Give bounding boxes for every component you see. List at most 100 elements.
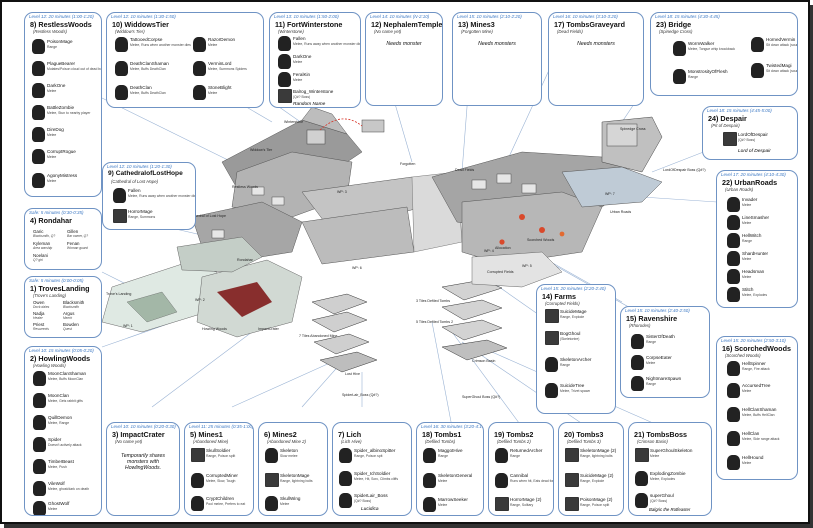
monster-icon <box>33 501 46 515</box>
monster-desc: Melee, Slow, Tough <box>206 479 236 483</box>
monster-icon <box>32 61 45 76</box>
waypoint-4: WP: 4 <box>484 249 494 253</box>
monster-icon <box>545 309 559 323</box>
monster-name: SkullSoldier <box>206 448 231 453</box>
npc-name: Kyleman <box>33 241 51 246</box>
npc-note: Woman guard <box>67 246 88 250</box>
monster-name: DeathClanShaman <box>130 61 169 66</box>
monster-desc: Range <box>47 45 57 49</box>
monster-name: VerminLord <box>208 61 232 66</box>
zone-title: 7) Lich <box>338 430 362 439</box>
monster-icon <box>339 448 352 463</box>
monster-desc: Range, Explode <box>580 479 605 483</box>
zone-title: 16) ScorchedWoods <box>722 344 791 353</box>
zone-note: Needs monster <box>386 41 422 47</box>
map-label-lordofdespair-boss: LordOfDespair Boss (Q#?) <box>663 168 706 172</box>
monster-icon <box>631 355 644 370</box>
monster-name: CryptChildren <box>206 496 235 501</box>
monster-desc: Melee <box>293 78 303 82</box>
monster-desc: Range <box>742 239 752 243</box>
monster-icon <box>115 37 128 52</box>
npc-note: Blacksmith <box>63 305 79 309</box>
monster-name: PoisonMage (2) <box>580 497 613 502</box>
monster-name: Fallen <box>293 36 306 41</box>
monster-desc: (Q#? Boss) <box>354 499 372 503</box>
monster-icon <box>278 36 291 51</box>
waypoint-3: WP: 3 <box>337 190 347 194</box>
npc-name: Fenan <box>67 241 80 246</box>
zone-title: 8) RestlessWoods <box>30 20 92 29</box>
monster-icon <box>191 473 204 488</box>
zone-title: 17) TombsGraveyard <box>554 20 625 29</box>
map-label-scorched-woods: Scorched Woods <box>527 238 555 242</box>
monster-name: TwistedMagi <box>766 63 792 68</box>
map-label-cathedral: Cathedral of Lost Hope <box>189 214 226 218</box>
monster-desc: Melee, Runs away when another monster di… <box>293 42 361 46</box>
isometric-map <box>101 41 743 428</box>
monster-name: SuicideTree <box>560 383 585 388</box>
zone-title: 9) CathedralofLostHope <box>108 170 183 177</box>
waypoint-5: WP: 5 <box>522 264 532 268</box>
zone-level: Level 15: 20 minutes (2:20-2:40) <box>541 286 606 291</box>
monster-desc: Range <box>646 382 656 386</box>
zone-card-mines3: Level 15: 10 minutes (2:10-2:20) 13) Min… <box>452 12 542 106</box>
zone-card-tombs3: 20) Tombs3 (Defiled Tombs 3) SkeletonMag… <box>558 422 624 516</box>
monster-icon <box>565 473 579 487</box>
npc-note: Area warship <box>33 246 53 250</box>
monster-desc: (Q#? Boss) <box>650 499 668 503</box>
monster-icon <box>115 85 128 100</box>
monster-icon <box>545 357 558 372</box>
monster-name: CorruptedMiner <box>206 473 238 478</box>
npc-note: Resurrects <box>33 327 49 331</box>
zone-level: Level 18: 15 minutes (4:30-4:45) <box>655 14 720 19</box>
monster-icon <box>751 37 764 52</box>
monster-name: ShardHunter <box>742 251 769 256</box>
zone-card-mines1: Level 11: 25 minutes (0:35-1:00) 5) Mine… <box>184 422 254 516</box>
monster-icon <box>265 448 278 463</box>
monster-name: MonstrosityOfFlesh <box>688 69 728 74</box>
monster-name: SuperGhoulSkeleton <box>650 448 693 453</box>
monster-name: TimberBeast <box>48 459 74 464</box>
zone-subtitle: (Abandoned Mine 2) <box>267 439 306 444</box>
monster-desc: Range <box>560 363 570 367</box>
zone-level: Level 10: 15 minutes (0:05-0:20) <box>29 348 94 353</box>
monster-icon <box>193 61 206 76</box>
monster-icon <box>115 61 128 76</box>
zone-note: Needs monsters <box>478 41 516 47</box>
monster-name: HornedVermin <box>766 37 796 42</box>
zone-title: 2) HowlingWoods <box>30 354 91 363</box>
monster-desc: Runs when hit, Eats dead for health <box>510 479 554 483</box>
zone-card-howling-woods: Level 10: 15 minutes (0:05-0:20) 2) Howl… <box>24 346 102 516</box>
zone-level: Level 18: 15 minutes (4:45-5:00) <box>707 108 772 113</box>
monster-desc: Melee, Buffs DeathClan <box>130 67 166 71</box>
zone-title: 23) Bridge <box>656 20 692 29</box>
map-label-urban-roads: Urban Roads <box>610 210 632 214</box>
monster-name: Spider_IchSoldier <box>354 471 391 476</box>
monster-icon <box>265 496 278 511</box>
map-label-corrupted-fields: Corrupted Fields <box>487 270 514 274</box>
monster-name: SuicideMage (2) <box>580 473 614 478</box>
monster-name: QuillDemon <box>48 415 72 420</box>
monster-name: StoneBlight <box>208 85 232 90</box>
monster-icon <box>423 497 436 512</box>
monster-desc: Melee <box>208 91 218 95</box>
monster-icon <box>32 39 45 54</box>
npc-name: Priest <box>33 322 45 327</box>
monster-name: Stitch <box>742 287 754 292</box>
waypoint-6: WP: 6 <box>352 266 362 270</box>
zone-card-tombs-graveyard: Level 16: 10 minutes (3:10-3:20) 17) Tom… <box>548 12 644 106</box>
zone-subtitle: (Pit of Despair) <box>711 123 740 128</box>
monster-name: MoonClanShaman <box>48 371 87 376</box>
monster-desc: Melee <box>293 60 303 64</box>
boss-name: Balgric the Rotfeaster <box>649 507 691 512</box>
monster-icon <box>727 383 740 398</box>
monster-desc: Melee <box>438 479 448 483</box>
boss-name: Lucidica <box>361 507 379 512</box>
monster-desc: Range, Solitary <box>510 503 534 507</box>
zone-subtitle: (Howling Woods) <box>33 363 66 368</box>
zone-subtitle: (Widdow's Tier) <box>115 29 145 34</box>
monster-icon <box>631 376 644 391</box>
monster-desc: Melee <box>47 155 57 159</box>
monster-name: Spider_albinoSpitter <box>354 448 396 453</box>
monster-desc: Melee, Buffs MoonClan <box>48 377 84 381</box>
